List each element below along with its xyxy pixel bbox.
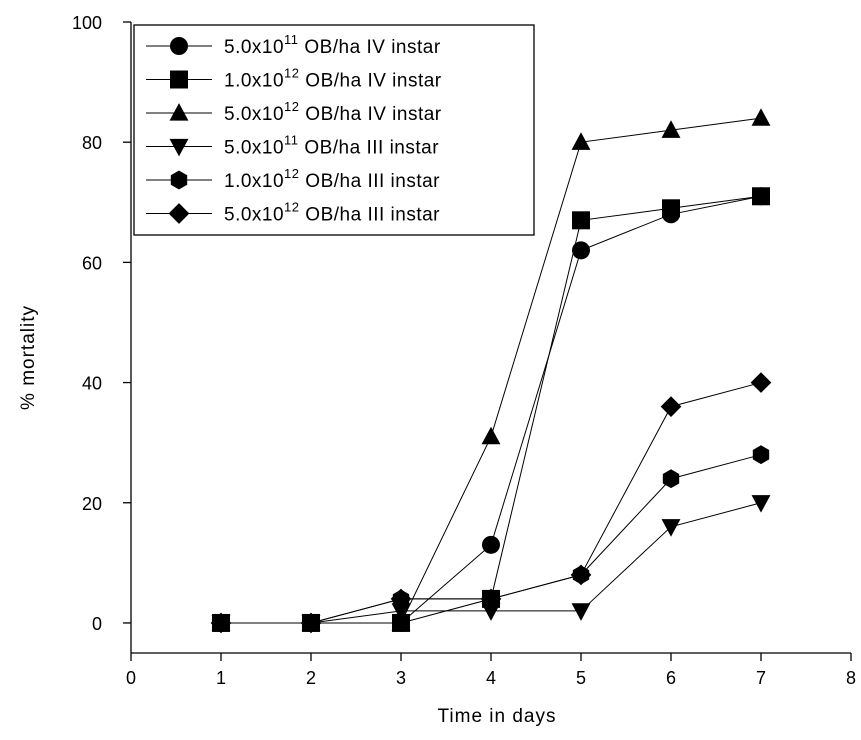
legend: 5.0x1011 OB/ha IV instar 1.0x1012 OB/ha I… [133, 24, 535, 236]
data-point [661, 120, 681, 138]
y-tick-label: 0 [92, 614, 102, 634]
data-point [662, 469, 680, 489]
data-point [752, 445, 770, 465]
data-point [572, 241, 590, 260]
data-point [572, 211, 590, 230]
legend-item: 1.0x1012 OB/ha IV instar [146, 66, 442, 92]
data-point [480, 588, 502, 610]
x-tick-label: 1 [216, 668, 226, 688]
legend-marker [170, 170, 188, 190]
x-tick-label: 6 [666, 668, 676, 688]
data-point [571, 603, 591, 621]
series-line [221, 382, 762, 624]
legend-label: 5.0x1012 OB/ha IV instar [224, 99, 442, 125]
series-layer [210, 108, 772, 634]
y-tick-label: 20 [82, 494, 102, 514]
data-point [660, 396, 682, 417]
series-1 [212, 187, 770, 632]
data-point [750, 372, 772, 393]
legend-item: 5.0x1012 OB/ha III instar [146, 200, 440, 226]
x-tick-label: 7 [756, 668, 766, 688]
data-point [481, 603, 501, 621]
legend-label: 5.0x1011 OB/ha IV instar [224, 32, 441, 58]
series-6 [210, 372, 772, 634]
data-point [390, 588, 412, 610]
legend-item: 5.0x1011 OB/ha III instar [146, 133, 439, 159]
legend-item: 5.0x1011 OB/ha IV instar [146, 32, 441, 58]
x-tick-label: 3 [396, 668, 406, 688]
legend-label: 5.0x1011 OB/ha III instar [224, 133, 439, 159]
data-point [391, 603, 411, 621]
legend-marker [170, 70, 188, 89]
legend-marker [170, 37, 188, 55]
x-tick-label: 4 [486, 668, 496, 688]
x-tick-label: 8 [846, 668, 856, 688]
data-point [662, 199, 680, 218]
data-point [210, 612, 232, 634]
y-tick-label: 100 [72, 13, 102, 33]
data-point [751, 495, 771, 513]
series-4 [211, 495, 771, 633]
legend-label: 5.0x1012 OB/ha III instar [224, 200, 440, 226]
y-tick-label: 60 [82, 253, 102, 273]
legend-marker [169, 103, 189, 121]
series-line [221, 195, 762, 624]
y-tick-label: 40 [82, 374, 102, 394]
legend-item: 5.0x1012 OB/ha IV instar [146, 99, 442, 125]
data-point [661, 519, 681, 537]
data-point [481, 426, 501, 445]
x-axis-title: Time in days [438, 706, 557, 727]
data-point [300, 612, 322, 634]
data-point [482, 535, 500, 554]
y-tick-label: 80 [82, 133, 102, 153]
legend-item: 1.0x1012 OB/ha III instar [146, 166, 440, 192]
legend-label: 1.0x1012 OB/ha IV instar [224, 66, 442, 92]
data-point [751, 108, 771, 126]
x-tick-label: 0 [126, 668, 136, 688]
legend-marker [169, 138, 189, 157]
data-point [571, 132, 591, 150]
legend-marker [168, 203, 190, 224]
x-tick-label: 5 [576, 668, 586, 688]
y-axis-title: % mortality [18, 305, 39, 410]
legend-box [133, 24, 535, 236]
series-2 [212, 187, 770, 632]
data-point [391, 613, 411, 631]
data-point [752, 187, 770, 206]
x-tick-label: 2 [306, 668, 316, 688]
series-line [221, 195, 762, 624]
legend-label: 1.0x1012 OB/ha III instar [224, 166, 440, 192]
data-point [570, 564, 592, 586]
